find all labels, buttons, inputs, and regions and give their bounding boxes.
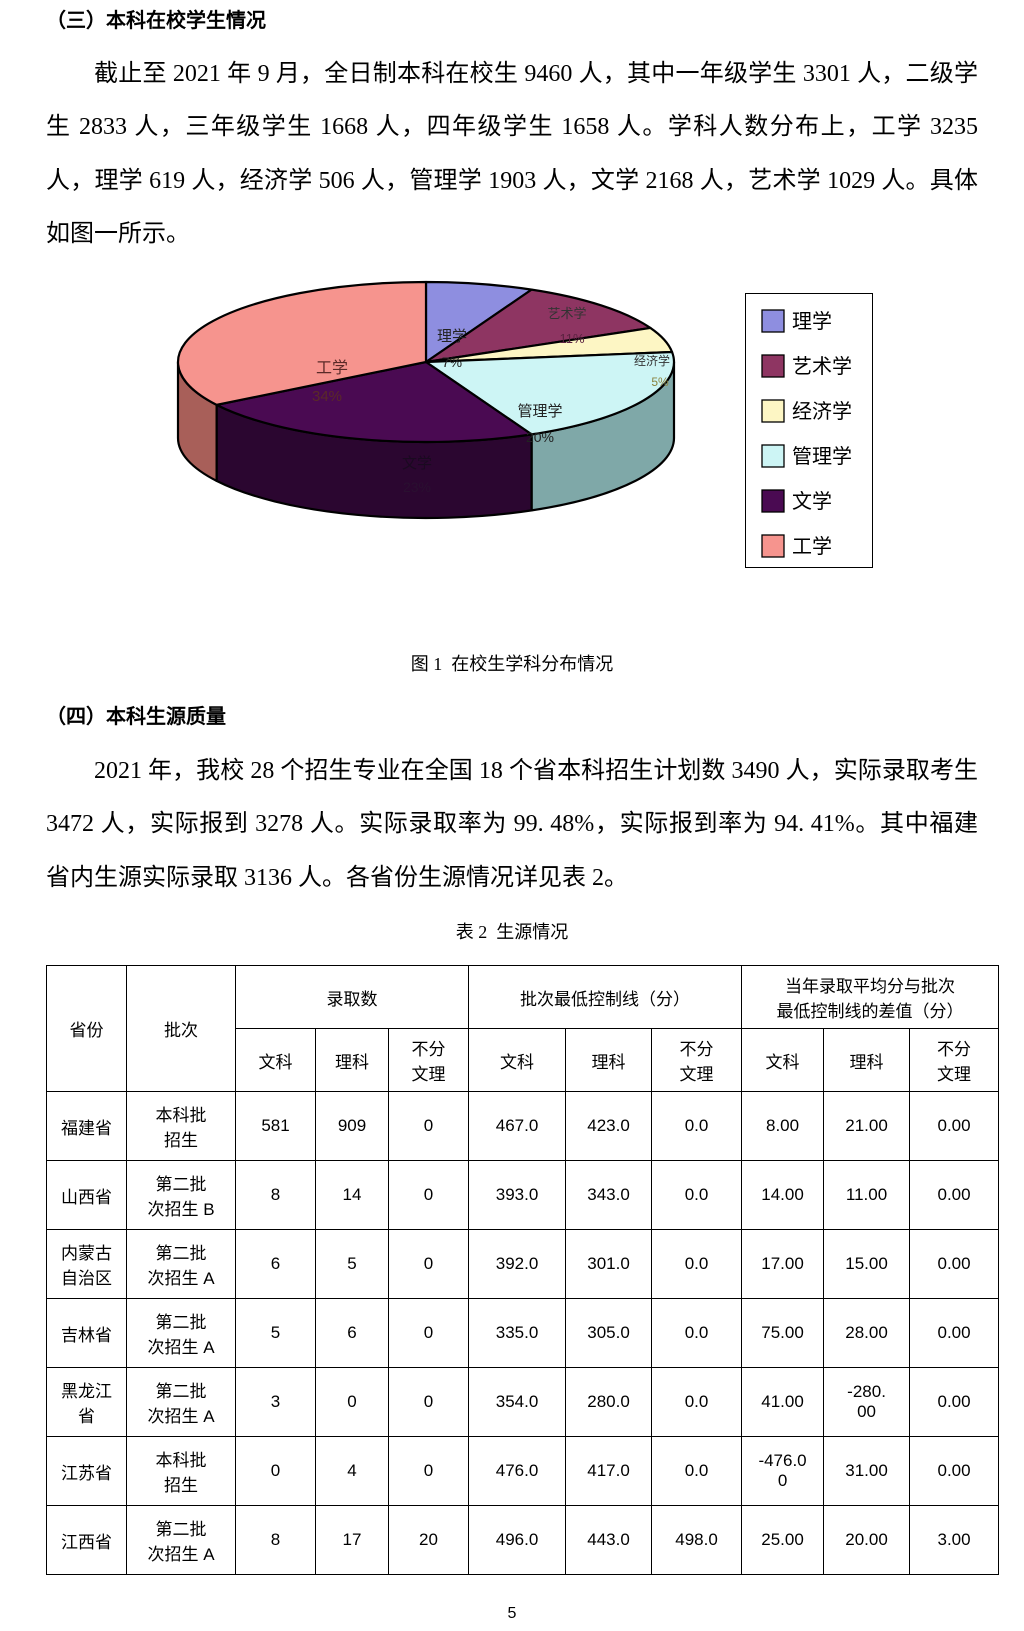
svg-text:文学: 文学	[792, 490, 832, 513]
svg-text:经济学: 经济学	[634, 353, 670, 368]
svg-text:工学: 工学	[792, 535, 832, 558]
svg-text:5%: 5%	[651, 375, 669, 389]
svg-text:文学: 文学	[402, 455, 432, 472]
svg-text:7%: 7%	[442, 354, 462, 370]
svg-text:理学: 理学	[437, 328, 467, 345]
svg-text:艺术学: 艺术学	[792, 355, 852, 378]
svg-text:理学: 理学	[792, 310, 832, 333]
svg-text:经济学: 经济学	[792, 400, 852, 423]
svg-text:23%: 23%	[403, 479, 431, 495]
svg-text:34%: 34%	[312, 388, 342, 405]
svg-text:20%: 20%	[526, 429, 554, 445]
svg-text:11%: 11%	[559, 331, 584, 346]
svg-text:艺术学: 艺术学	[547, 306, 586, 321]
svg-text:管理学: 管理学	[517, 403, 562, 420]
svg-text:工学: 工学	[316, 359, 348, 377]
svg-text:管理学: 管理学	[792, 445, 852, 468]
